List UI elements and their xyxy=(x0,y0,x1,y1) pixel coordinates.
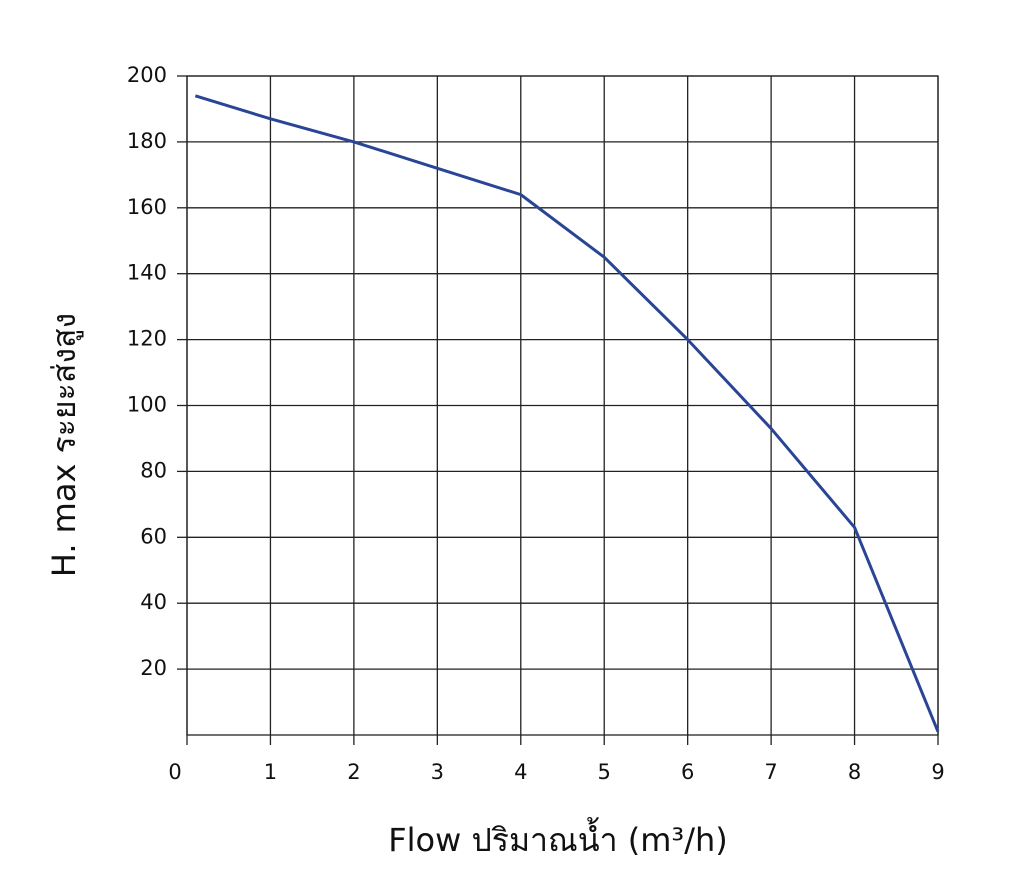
y-tick-label: 20 xyxy=(140,656,167,680)
x-tick-label: 8 xyxy=(848,760,861,784)
y-tick-label: 100 xyxy=(127,393,167,417)
x-tick-label: 0 xyxy=(168,760,181,784)
x-tick-label: 1 xyxy=(264,760,277,784)
y-tick-label: 80 xyxy=(140,458,167,482)
x-tick-label: 7 xyxy=(764,760,777,784)
x-tick-label: 5 xyxy=(598,760,611,784)
x-tick-label: 6 xyxy=(681,760,694,784)
x-tick-label: 2 xyxy=(347,760,360,784)
data-line xyxy=(194,94,940,733)
x-tick-label: 9 xyxy=(931,760,944,784)
y-axis-title: H. max ระยะส่งสูง xyxy=(45,313,84,577)
y-tick-label: 40 xyxy=(140,590,167,614)
x-tick-label: 3 xyxy=(431,760,444,784)
y-tick-label: 60 xyxy=(140,524,167,548)
y-tick-label: 160 xyxy=(127,195,167,219)
y-tick-label: 120 xyxy=(127,327,167,351)
y-tick-label: 180 xyxy=(127,129,167,153)
x-axis-title: Flow ปริมาณน้ำ (m³/h) xyxy=(388,817,728,859)
y-tick-label: 140 xyxy=(127,261,167,285)
y-tick-label: 200 xyxy=(127,63,167,87)
x-tick-label: 4 xyxy=(514,760,527,784)
